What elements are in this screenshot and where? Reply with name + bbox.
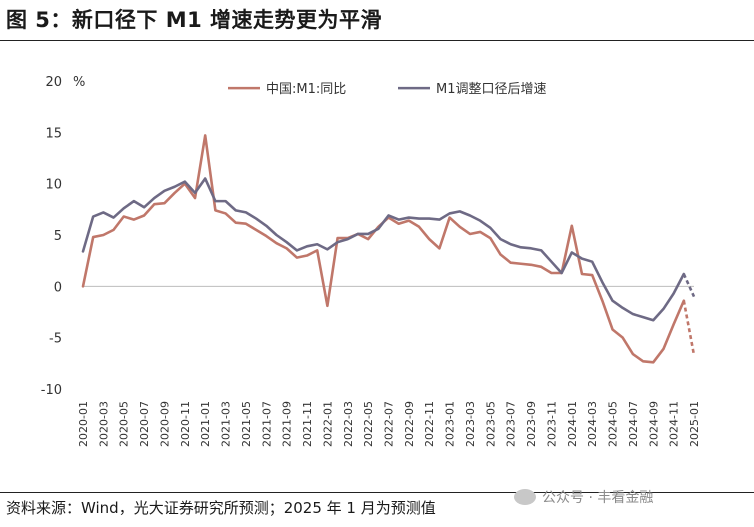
x-tick-label: 2021-01 xyxy=(199,401,212,447)
x-tick-label: 2022-09 xyxy=(403,401,416,447)
x-tick-label: 2021-11 xyxy=(301,401,314,447)
legend-label-2: M1调整口径后增速 xyxy=(436,82,547,97)
figure-title: 图 5：新口径下 M1 增速走势更为平滑 xyxy=(6,8,383,32)
y-tick-label: -5 xyxy=(49,332,62,347)
x-tick-label: 2020-05 xyxy=(118,401,131,447)
x-tick-label: 2022-11 xyxy=(423,401,436,447)
source-note: 资料来源：Wind，光大证券研究所预测；2025 年 1 月为预测值 xyxy=(6,499,436,517)
watermark-text: 公众号 · 丰看金融 xyxy=(542,490,654,506)
x-tick-label: 2024-05 xyxy=(607,401,620,447)
x-tick-label: 2023-01 xyxy=(444,401,457,447)
series-line-2 xyxy=(81,177,686,322)
x-tick-label: 2023-05 xyxy=(484,401,497,447)
series-line-1 xyxy=(81,134,686,364)
x-tick-label: 2023-07 xyxy=(505,401,518,447)
watermark: 公众号 · 丰看金融 xyxy=(514,487,653,507)
legend-label-1: 中国:M1:同比 xyxy=(266,82,346,97)
x-tick-label: 2022-03 xyxy=(342,401,355,447)
x-tick-label: 2021-09 xyxy=(281,401,294,447)
x-tick-label: 2022-01 xyxy=(321,401,334,447)
x-tick-label: 2021-05 xyxy=(240,401,253,447)
x-tick-label: 2024-03 xyxy=(586,401,599,447)
x-tick-label: 2020-07 xyxy=(138,401,151,447)
y-tick-label: 0 xyxy=(54,280,62,295)
x-tick-label: 2022-05 xyxy=(362,401,375,447)
bottom-divider xyxy=(0,492,754,493)
x-tick-label: 2023-03 xyxy=(464,401,477,447)
y-tick-label: 5 xyxy=(54,229,62,244)
x-tick-label: 2021-07 xyxy=(260,401,273,447)
y-tick-label: 10 xyxy=(45,178,62,193)
x-tick-label: 2020-01 xyxy=(77,401,90,447)
y-tick-label: 20 xyxy=(45,75,62,90)
wechat-icon xyxy=(514,489,536,505)
x-tick-label: 2022-07 xyxy=(383,401,396,447)
x-tick-label: 2024-09 xyxy=(647,401,660,447)
x-tick-label: 2023-09 xyxy=(525,401,538,447)
x-tick-label: 2024-11 xyxy=(668,401,681,447)
y-tick-label: -10 xyxy=(41,383,62,398)
x-tick-label: 2024-01 xyxy=(566,401,579,447)
x-tick-label: 2024-07 xyxy=(627,401,640,447)
series-forecast-1 xyxy=(682,300,696,356)
x-tick-label: 2020-03 xyxy=(97,401,110,447)
x-tick-label: 2021-03 xyxy=(220,401,233,447)
y-tick-label: 15 xyxy=(45,126,62,141)
x-tick-label: 2025-01 xyxy=(688,401,701,447)
chart: -10 -5 0 5 10 15 20 % 2020-01 2020-03 2020-05 2020-… xyxy=(41,75,701,447)
series-forecast-2 xyxy=(682,273,696,298)
x-tick-label: 2020-11 xyxy=(179,401,192,447)
y-unit-label: % xyxy=(73,75,85,90)
x-tick-label: 2020-09 xyxy=(158,401,171,447)
x-tick-label: 2023-11 xyxy=(545,401,558,447)
top-divider xyxy=(0,40,754,41)
